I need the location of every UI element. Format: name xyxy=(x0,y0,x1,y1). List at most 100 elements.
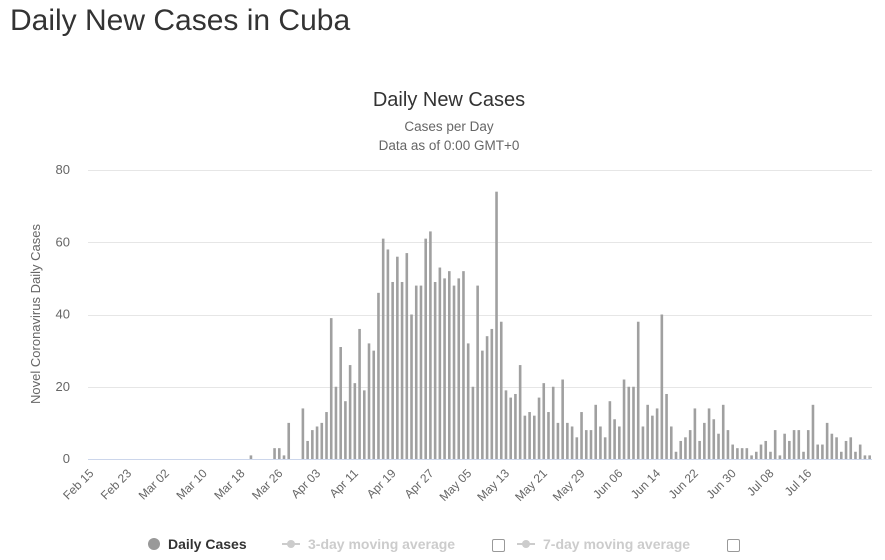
bar[interactable] xyxy=(249,455,253,459)
bar[interactable] xyxy=(589,430,593,459)
bar[interactable] xyxy=(726,430,730,459)
bar[interactable] xyxy=(868,455,871,459)
bar[interactable] xyxy=(566,422,569,460)
bar[interactable] xyxy=(542,383,546,459)
bar[interactable] xyxy=(783,433,786,459)
bar[interactable] xyxy=(858,444,862,459)
bar[interactable] xyxy=(802,451,805,459)
bar[interactable] xyxy=(433,281,437,459)
bar[interactable] xyxy=(740,448,744,459)
bar[interactable] xyxy=(414,285,418,459)
bar[interactable] xyxy=(641,426,645,459)
checkbox-3-day-moving-average[interactable] xyxy=(492,539,505,552)
bar[interactable] xyxy=(736,448,739,459)
bar[interactable] xyxy=(377,292,380,459)
bar[interactable] xyxy=(674,451,678,459)
bar[interactable] xyxy=(830,433,834,459)
bar[interactable] xyxy=(400,281,404,459)
bar[interactable] xyxy=(344,401,347,459)
bar[interactable] xyxy=(438,267,442,459)
bar[interactable] xyxy=(301,408,305,459)
bar[interactable] xyxy=(773,430,777,459)
bar[interactable] xyxy=(618,426,621,459)
bar[interactable] xyxy=(282,455,286,459)
bar[interactable] xyxy=(665,393,668,459)
bar[interactable] xyxy=(339,347,342,459)
bar[interactable] xyxy=(424,238,427,459)
bar[interactable] xyxy=(471,386,475,459)
bar[interactable] xyxy=(570,426,574,459)
bar[interactable] xyxy=(476,285,479,459)
bar[interactable] xyxy=(778,455,782,459)
bar[interactable] xyxy=(844,440,848,459)
bar[interactable] xyxy=(315,426,319,459)
bar[interactable] xyxy=(306,440,309,459)
bar[interactable] xyxy=(636,321,640,459)
bar[interactable] xyxy=(410,314,413,460)
bar[interactable] xyxy=(806,430,810,459)
bar[interactable] xyxy=(452,285,456,459)
bar[interactable] xyxy=(575,437,579,459)
bar[interactable] xyxy=(490,328,494,459)
bar[interactable] xyxy=(580,412,583,459)
bar[interactable] xyxy=(551,386,555,459)
bar[interactable] xyxy=(518,365,522,459)
bar[interactable] xyxy=(528,412,531,459)
bar[interactable] xyxy=(717,433,720,459)
bar[interactable] xyxy=(367,343,371,459)
bar[interactable] xyxy=(788,440,791,459)
bar[interactable] xyxy=(679,440,683,459)
bar[interactable] xyxy=(703,422,706,460)
bar[interactable] xyxy=(584,430,588,459)
bar[interactable] xyxy=(499,321,503,459)
bar[interactable] xyxy=(358,328,361,459)
checkbox-7-day-moving-average[interactable] xyxy=(727,539,740,552)
bar[interactable] xyxy=(372,350,376,460)
bar[interactable] xyxy=(429,231,432,459)
bar[interactable] xyxy=(849,437,853,459)
bar[interactable] xyxy=(599,426,602,459)
bar[interactable] xyxy=(334,386,338,459)
bar[interactable] xyxy=(825,422,829,460)
bar[interactable] xyxy=(325,412,328,459)
bar[interactable] xyxy=(792,430,796,459)
bar[interactable] xyxy=(759,444,763,459)
bar[interactable] xyxy=(443,278,446,460)
bar[interactable] xyxy=(462,271,465,459)
bar[interactable] xyxy=(504,390,508,459)
bar[interactable] xyxy=(721,404,725,459)
bar[interactable] xyxy=(386,249,390,459)
bar[interactable] xyxy=(514,393,517,459)
bar[interactable] xyxy=(622,379,626,459)
bar[interactable] xyxy=(481,350,484,460)
bar[interactable] xyxy=(405,253,409,459)
legend-item-7-day-moving-average[interactable]: 7-day moving average xyxy=(517,534,690,554)
bar[interactable] xyxy=(287,422,291,460)
bar[interactable] xyxy=(547,412,550,459)
bar[interactable] xyxy=(693,408,697,459)
bar[interactable] xyxy=(353,383,357,459)
bar[interactable] xyxy=(712,419,716,459)
bar[interactable] xyxy=(495,191,498,459)
bar[interactable] xyxy=(854,451,857,459)
bar[interactable] xyxy=(329,318,333,459)
bar[interactable] xyxy=(684,437,687,459)
bar[interactable] xyxy=(632,386,635,459)
bar[interactable] xyxy=(603,437,607,459)
bar[interactable] xyxy=(688,430,692,459)
bar[interactable] xyxy=(485,336,489,459)
bar[interactable] xyxy=(613,419,616,459)
bar[interactable] xyxy=(811,404,815,459)
bar[interactable] xyxy=(466,343,470,459)
bar[interactable] xyxy=(537,397,541,459)
bar[interactable] xyxy=(764,440,768,459)
bar[interactable] xyxy=(655,408,659,459)
bar[interactable] xyxy=(669,426,673,459)
bar[interactable] xyxy=(311,430,314,459)
bar[interactable] xyxy=(660,314,664,460)
bar[interactable] xyxy=(698,440,701,459)
bar[interactable] xyxy=(273,448,276,459)
bar[interactable] xyxy=(457,278,461,460)
bar[interactable] xyxy=(750,455,753,459)
bar[interactable] xyxy=(646,404,649,459)
